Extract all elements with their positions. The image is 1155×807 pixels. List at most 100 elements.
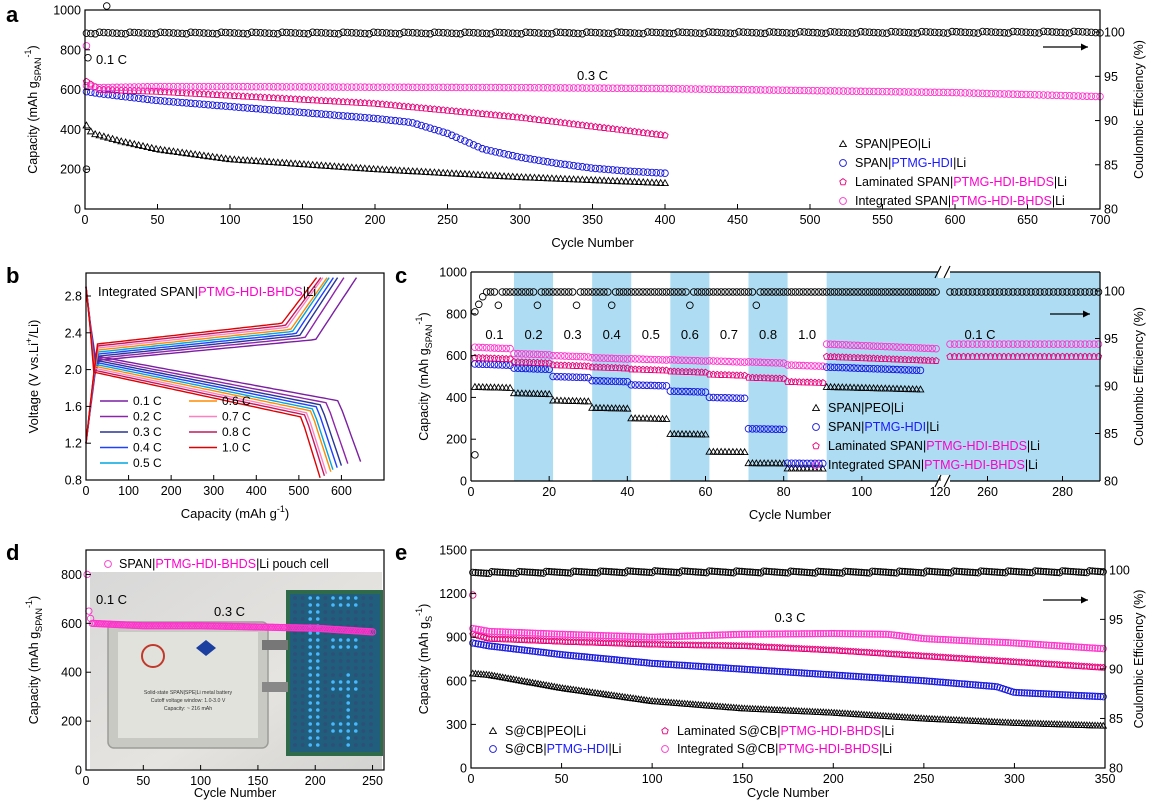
data-point [558,568,567,577]
led-dot [300,715,305,719]
data-point [890,675,898,683]
y-axis-tick-label: 2.0 [65,363,82,377]
data-point [903,568,912,576]
data-point [977,567,985,575]
data-point [930,28,939,37]
data-point [556,396,565,404]
data-point [865,342,874,350]
data-point [561,569,569,577]
data-point [1085,644,1094,652]
data-point [1075,691,1083,700]
y-axis-title-sub: S [424,616,434,622]
data-point [948,27,956,36]
data-point [1000,29,1009,37]
legend-label-part: |Li [879,742,892,756]
data-point [705,357,714,365]
data-point [791,459,800,468]
data-point [985,567,993,576]
data-point [265,83,273,91]
data-point [740,394,749,403]
led-dot [300,736,305,740]
data-point [912,356,921,364]
axis-arrow-head [1081,596,1088,604]
data-point [900,88,909,96]
data-point [852,87,861,95]
led-dot [331,701,335,705]
data-point [1085,340,1094,348]
data-point [556,568,564,576]
data-point [982,682,991,690]
data-point [817,29,826,37]
data-point [816,670,825,678]
data-point [460,169,469,178]
data-point [869,342,878,350]
data-point [950,679,958,687]
data-point [471,451,479,459]
data-point [221,154,230,162]
data-point [719,568,727,576]
data-point [498,344,507,353]
data-point [1030,91,1039,99]
led-dot [316,659,320,663]
data-point [1020,658,1028,666]
data-point [963,568,971,576]
data-point [480,626,488,635]
led-dot [316,687,320,691]
data-point [479,354,487,362]
data-point [499,628,507,636]
y-axis-tick-label: 600 [446,674,467,688]
data-point [596,84,604,92]
data-point [549,351,557,360]
data-point [986,288,995,296]
led-dot [308,652,313,656]
y-axis-tick-label: 2.4 [65,326,82,340]
data-point [623,355,632,363]
data-point [605,655,613,663]
data-point [924,356,932,364]
data-point [1018,689,1026,697]
data-point [656,169,665,177]
data-point [678,661,686,669]
led-dot [293,687,297,691]
data-point [670,356,678,364]
led-dot [293,729,297,733]
data-point [104,133,113,141]
data-point [807,378,815,386]
data-point [82,87,91,96]
led-dot [338,701,343,705]
data-point [960,636,969,645]
data-point [626,177,635,185]
data-point [660,178,670,187]
data-point [287,107,295,116]
data-point [1057,28,1065,37]
data-point [803,288,811,296]
data-point [187,99,195,108]
data-point [408,167,417,175]
x-axis-tick-label: 100 [220,213,241,227]
data-point [600,354,608,362]
data-point [395,30,404,38]
data-point [1026,659,1034,666]
data-point [835,28,843,36]
data-point [710,567,719,576]
data-point [547,630,556,638]
data-point [130,94,139,102]
data-point [795,644,803,652]
data-point [762,567,770,575]
data-point [160,28,169,37]
data-point [749,642,757,650]
data-point [556,174,565,182]
data-point [752,301,761,310]
data-point [417,167,426,175]
data-point [493,568,501,576]
data-point [887,87,895,96]
data-point [491,83,500,92]
led-dot [369,743,373,747]
data-point [648,84,656,93]
data-point [514,349,522,358]
legend-label: 0.7 C [222,410,251,424]
y-axis-tick-label: 0 [460,475,467,489]
data-point [487,83,495,92]
data-point [682,356,690,365]
data-point [580,353,589,361]
